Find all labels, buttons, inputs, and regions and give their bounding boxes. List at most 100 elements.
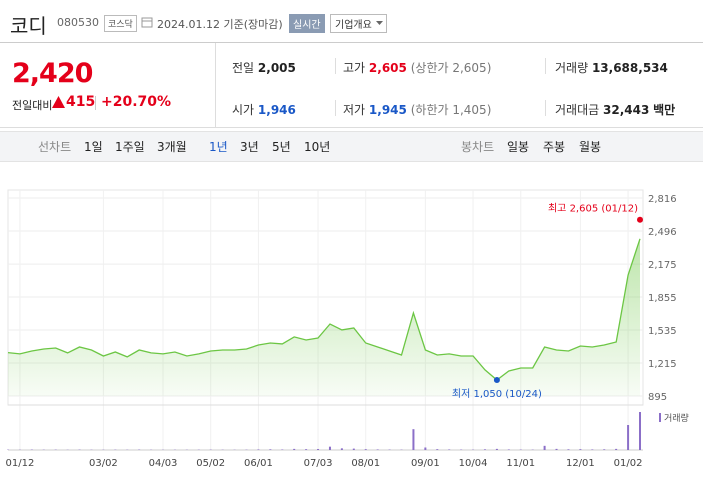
change-label: 전일대비 — [12, 99, 53, 112]
volume-bar — [340, 448, 343, 450]
volume-bar — [412, 429, 415, 450]
y-tick-label: 2,175 — [648, 260, 677, 271]
tab-group-label: 봉차트 — [461, 140, 495, 154]
volume-bar — [615, 448, 618, 450]
stat-label: 시가 — [232, 103, 255, 117]
x-tick-label: 07/03 — [304, 458, 333, 469]
company-info-button[interactable]: 기업개요 — [330, 14, 387, 33]
calendar-icon — [141, 17, 153, 28]
volume-bar — [317, 449, 320, 450]
volume-bar — [376, 449, 379, 450]
current-price: 2,420 — [12, 58, 93, 89]
volume-bar — [305, 449, 308, 450]
y-tick-label: 1,535 — [648, 326, 677, 337]
volume-bar — [293, 448, 296, 450]
stat-value: 2,005 — [257, 61, 296, 75]
x-tick-label: 05/02 — [196, 458, 225, 469]
tab-group-label: 선차트 — [38, 140, 72, 154]
volume-bar — [627, 425, 630, 450]
tab[interactable]: 월봉 — [579, 140, 602, 154]
change: 415 — [66, 94, 96, 110]
divider — [0, 127, 703, 128]
x-tick-label: 10/04 — [459, 458, 488, 469]
tab[interactable]: 3개월 — [157, 140, 187, 154]
up-arrow — [52, 96, 65, 108]
volume-bar — [555, 448, 558, 450]
y-tick-label: 1,855 — [648, 293, 677, 304]
tab[interactable]: 1일 — [84, 140, 103, 154]
divider — [95, 96, 96, 110]
volume-bar — [352, 448, 355, 450]
x-tick-label: 03/02 — [89, 458, 118, 469]
volume-bar — [591, 449, 594, 450]
tab[interactable]: 3년 — [240, 140, 259, 154]
high-marker — [637, 216, 643, 223]
x-tick-label: 04/03 — [149, 458, 178, 469]
volume-bar — [448, 449, 451, 450]
stat-label: 거래대금 — [555, 103, 600, 117]
stat-label: 전일 — [232, 61, 255, 75]
x-tick-label: 01/12 — [6, 458, 35, 469]
tab-bar — [0, 131, 703, 162]
stat-label: 거래량 — [555, 61, 589, 75]
realtime-button[interactable]: 실시간 — [289, 14, 325, 33]
volume-bar — [483, 449, 486, 450]
stat-value: 32,443 — [603, 103, 650, 117]
stat-value: 13,688,534 — [591, 61, 668, 75]
volume-bar — [507, 449, 510, 450]
stat-note: (상한가 2,605) — [410, 61, 492, 75]
stat-note: (하한가 1,405) — [410, 103, 492, 117]
volume-legend-swatch — [659, 413, 661, 422]
base-date: 2024.01.12 기준(장마감) — [157, 18, 283, 31]
volume-bar — [364, 449, 367, 450]
volume-bar — [436, 449, 439, 450]
divider — [335, 100, 336, 116]
stat-label: 고가 — [343, 61, 366, 75]
tab[interactable]: 주봉 — [543, 140, 566, 154]
y-tick-label: 895 — [648, 392, 667, 403]
tab[interactable]: 5년 — [272, 140, 291, 154]
area — [8, 238, 640, 396]
tab[interactable]: 1주일 — [115, 140, 145, 154]
change-rate: +20.70% — [101, 94, 172, 110]
y-tick-label: 2,496 — [648, 227, 677, 238]
volume-bar — [495, 448, 498, 450]
x-tick-label: 08/01 — [351, 458, 380, 469]
volume-bar — [603, 449, 606, 450]
stat-value: 1,946 — [257, 103, 296, 117]
volume-bar — [424, 447, 427, 450]
market-badge: 코스닥 — [104, 15, 137, 32]
tab[interactable]: 1년 — [209, 140, 228, 154]
stat-label: 저가 — [343, 103, 366, 117]
high-label: 최고 2,605 (01/12) — [548, 203, 638, 215]
divider — [215, 43, 216, 127]
x-tick-label: 01/02 — [614, 458, 643, 469]
y-tick-label: 1,215 — [648, 359, 677, 370]
volume-legend: 거래량 — [664, 412, 689, 424]
volume-bar — [579, 449, 582, 450]
volume-bar — [639, 412, 641, 450]
price-line — [7, 238, 641, 381]
volume-bar — [269, 449, 272, 450]
x-tick-label: 12/01 — [566, 458, 595, 469]
divider — [335, 58, 336, 74]
dropdown-arrow — [375, 21, 383, 25]
tab[interactable]: 10년 — [304, 140, 331, 154]
divider — [545, 58, 546, 74]
company-info-text: 기업개요 — [335, 20, 372, 31]
volume-bar — [257, 449, 260, 450]
stat-value: 1,945 — [368, 103, 407, 117]
x-tick-label: 09/01 — [411, 458, 440, 469]
x-tick-label: 11/01 — [506, 458, 535, 469]
stock-name: 코디 — [10, 14, 47, 38]
volume-bar — [567, 449, 570, 450]
tab[interactable]: 일봉 — [507, 140, 530, 154]
stat-value: 2,605 — [368, 61, 407, 75]
stat-unit: 백만 — [653, 103, 676, 117]
low-marker — [493, 377, 500, 384]
stock-code: 080530 — [57, 16, 99, 29]
volume-bar — [543, 445, 546, 450]
x-tick-label: 06/01 — [244, 458, 273, 469]
